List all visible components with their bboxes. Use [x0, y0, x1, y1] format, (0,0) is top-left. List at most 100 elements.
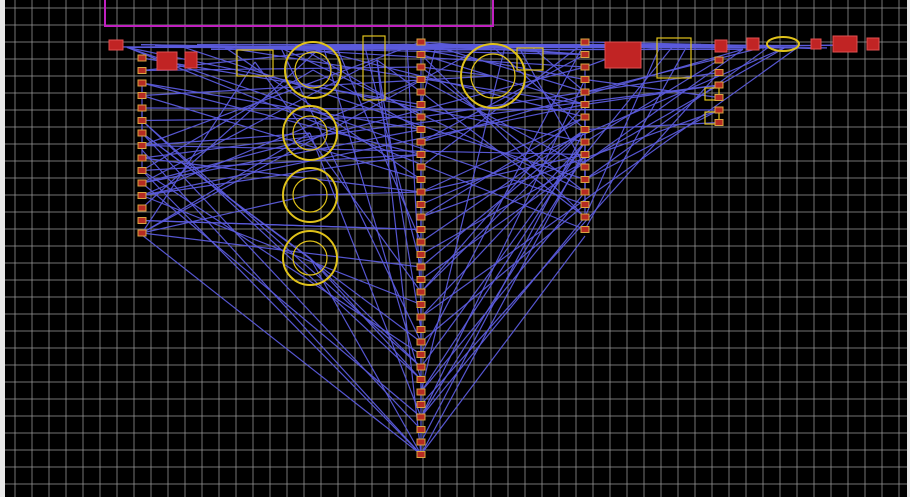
- resistor-r3[interactable]: [184, 51, 198, 69]
- pin-pad[interactable]: [580, 138, 590, 146]
- pin-pad[interactable]: [416, 151, 426, 158]
- pad-footprint-tp2[interactable]: [704, 111, 720, 125]
- pin-pad[interactable]: [580, 213, 590, 221]
- pin-pad[interactable]: [137, 167, 147, 174]
- pin-pad[interactable]: [416, 63, 426, 71]
- ic-footprint-u1[interactable]: [236, 49, 274, 77]
- pin-pad[interactable]: [580, 126, 590, 133]
- pin-pad[interactable]: [416, 413, 426, 421]
- pin-pad[interactable]: [137, 217, 147, 224]
- resistor-r6[interactable]: [810, 38, 822, 50]
- pin-pad[interactable]: [416, 301, 426, 308]
- pin-pad[interactable]: [416, 113, 426, 121]
- pin-pad[interactable]: [416, 288, 426, 296]
- pin-pad[interactable]: [580, 113, 590, 121]
- pin-pad[interactable]: [137, 179, 147, 187]
- pin-pad[interactable]: [714, 119, 724, 126]
- pin-pad[interactable]: [137, 104, 147, 112]
- pin-pad[interactable]: [137, 154, 147, 162]
- pin-pad[interactable]: [416, 188, 426, 196]
- connector-j3[interactable]: [832, 35, 858, 53]
- pin-pad[interactable]: [714, 56, 724, 64]
- pin-pad[interactable]: [416, 126, 426, 133]
- pin-pad[interactable]: [137, 229, 147, 237]
- pin-pad[interactable]: [714, 106, 724, 114]
- pin-pad[interactable]: [580, 88, 590, 96]
- pin-pad[interactable]: [416, 76, 426, 83]
- pin-pad[interactable]: [416, 226, 426, 233]
- pin-pad[interactable]: [416, 276, 426, 283]
- resistor-r7[interactable]: [866, 37, 880, 51]
- capacitor-c1-icon[interactable]: [284, 41, 342, 99]
- ratsnest-line: [420, 45, 800, 318]
- pin-pad[interactable]: [416, 401, 426, 408]
- capacitor-c5-icon[interactable]: [460, 43, 526, 109]
- pin-pad[interactable]: [416, 238, 426, 246]
- pin-pad[interactable]: [580, 151, 590, 158]
- resistor-r1[interactable]: [108, 39, 124, 51]
- ic-footprint-u2[interactable]: [516, 47, 544, 71]
- pin-pad[interactable]: [416, 438, 426, 446]
- pin-pad[interactable]: [416, 351, 426, 358]
- pin-pad[interactable]: [416, 338, 426, 346]
- pin-pad[interactable]: [580, 63, 590, 71]
- header-footprint-j1[interactable]: [362, 35, 386, 101]
- pin-pad[interactable]: [416, 138, 426, 146]
- ratsnest-line: [376, 59, 422, 330]
- pin-pad[interactable]: [416, 201, 426, 208]
- resistor-r5[interactable]: [746, 37, 760, 51]
- capacitor-c3-icon[interactable]: [282, 167, 338, 223]
- pin-pad[interactable]: [580, 163, 590, 171]
- pin-pad[interactable]: [580, 201, 590, 208]
- round-footprints[interactable]: [282, 41, 526, 286]
- pin-header-pads[interactable]: [137, 38, 724, 458]
- pin-pad[interactable]: [714, 69, 724, 76]
- pcb-canvas[interactable]: [5, 0, 907, 497]
- pin-pad[interactable]: [416, 313, 426, 321]
- pin-pad[interactable]: [416, 263, 426, 271]
- pin-pad[interactable]: [416, 88, 426, 96]
- resistor-r2[interactable]: [156, 51, 178, 71]
- pin-pad[interactable]: [137, 92, 147, 99]
- pin-pad[interactable]: [137, 129, 147, 137]
- pin-pad[interactable]: [137, 79, 147, 87]
- pin-pad[interactable]: [416, 388, 426, 396]
- pin-pad[interactable]: [416, 176, 426, 183]
- capacitor-c2-icon[interactable]: [282, 105, 338, 161]
- pin-pad[interactable]: [416, 376, 426, 383]
- top-component-row[interactable]: [108, 35, 880, 125]
- pin-pad[interactable]: [714, 94, 724, 101]
- pin-pad[interactable]: [416, 426, 426, 433]
- pin-pad[interactable]: [137, 142, 147, 149]
- pin-pad[interactable]: [416, 213, 426, 221]
- crystal-y1[interactable]: [766, 36, 800, 52]
- ratsnest-line: [126, 46, 586, 206]
- pin-pad[interactable]: [580, 226, 590, 233]
- pin-pad[interactable]: [580, 188, 590, 196]
- pin-pad[interactable]: [416, 163, 426, 171]
- ratsnest-line: [420, 47, 786, 256]
- pin-pad[interactable]: [580, 101, 590, 108]
- pin-pad[interactable]: [137, 192, 147, 199]
- pin-pad[interactable]: [137, 117, 147, 124]
- pin-pad[interactable]: [580, 176, 590, 183]
- pin-pad[interactable]: [137, 67, 147, 74]
- pin-pad[interactable]: [137, 54, 147, 62]
- ic-footprint-u3[interactable]: [656, 37, 692, 79]
- pin-pad[interactable]: [580, 76, 590, 83]
- ratsnest-line: [141, 82, 422, 156]
- pin-pad[interactable]: [416, 326, 426, 333]
- pin-pad[interactable]: [580, 51, 590, 58]
- pin-pad[interactable]: [714, 81, 724, 89]
- resistor-r4[interactable]: [714, 39, 728, 53]
- pin-pad[interactable]: [416, 51, 426, 58]
- capacitor-c4-icon[interactable]: [282, 230, 338, 286]
- pin-pad[interactable]: [416, 363, 426, 371]
- connector-j2[interactable]: [604, 41, 642, 69]
- pin-pad[interactable]: [580, 38, 590, 46]
- pin-pad[interactable]: [416, 101, 426, 108]
- pin-pad[interactable]: [416, 38, 426, 46]
- pin-pad[interactable]: [137, 204, 147, 212]
- pin-pad[interactable]: [416, 451, 426, 458]
- pin-pad[interactable]: [416, 251, 426, 258]
